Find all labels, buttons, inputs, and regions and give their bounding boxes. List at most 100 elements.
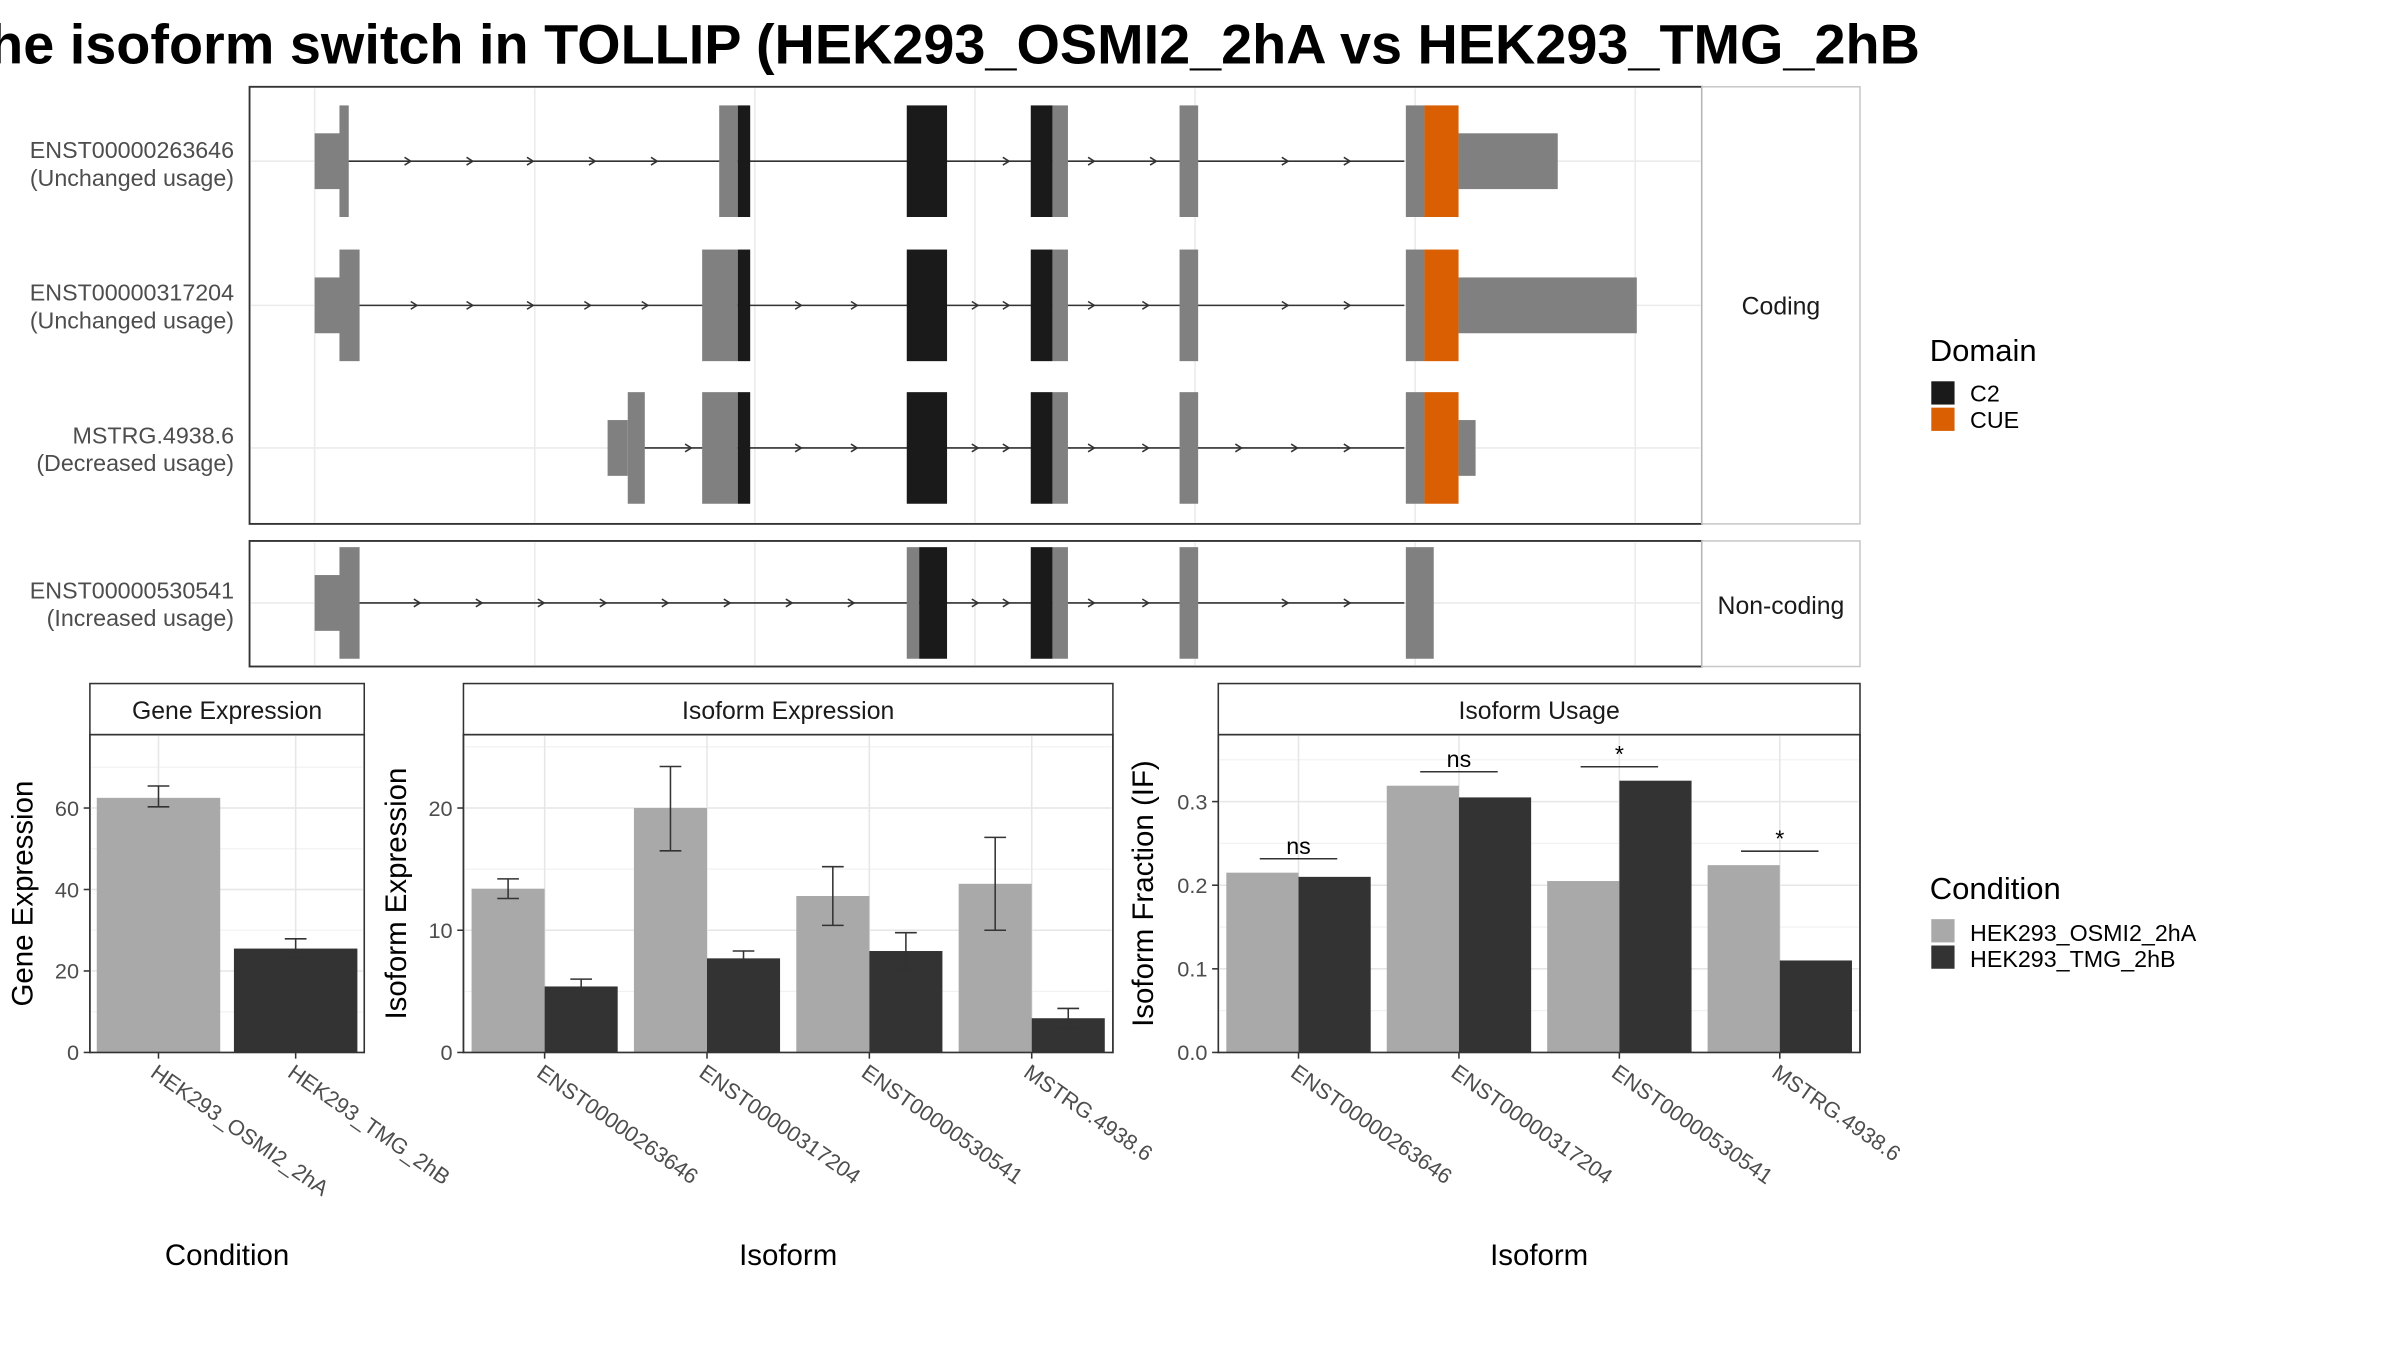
exon — [1179, 249, 1199, 362]
strand-arrow — [1087, 156, 1096, 166]
exon — [607, 420, 628, 476]
strand-arrow — [1141, 443, 1151, 453]
transcript-track — [314, 105, 1558, 217]
y-tick-label: 60 — [55, 796, 79, 821]
strand-arrow — [475, 598, 484, 608]
y-tick-label: 0.1 — [1177, 957, 1207, 982]
bar — [1458, 797, 1532, 1053]
isoform-expression-plot: Isoform Expression Isoform Isoform Expre… — [380, 682, 1158, 1272]
strand-arrow — [1002, 443, 1011, 453]
transcript-usage: (Unchanged usage) — [30, 308, 234, 334]
strand-arrow — [794, 443, 803, 453]
transcript-track — [607, 392, 1476, 504]
strand-arrow — [1343, 443, 1352, 453]
figure-title: he isoform switch in TOLLIP (HEK293_OSMI… — [0, 13, 1920, 76]
strand-arrow — [850, 300, 859, 310]
strand-arrow — [1141, 598, 1151, 608]
strip-coding-box — [1701, 86, 1861, 525]
strand-arrow — [850, 443, 859, 453]
strand-arrow — [684, 443, 693, 453]
strand-arrow — [971, 443, 980, 453]
c2-domain — [737, 392, 751, 504]
panel-title: Gene Expression — [132, 698, 322, 725]
domain-legend-title: Domain — [1930, 333, 2037, 368]
legend-label-c2: C2 — [1970, 380, 2000, 406]
strand-arrow — [1002, 156, 1011, 166]
y-tick-label: 20 — [55, 959, 79, 984]
strip-coding: Coding — [1742, 294, 1821, 321]
c2-domain — [737, 249, 751, 362]
x-tick-label: MSTRG.4938.6 — [1020, 1059, 1158, 1166]
strand-arrow — [641, 300, 650, 310]
c2-domain — [906, 392, 948, 504]
strand-arrow — [1290, 443, 1299, 453]
exon — [1052, 547, 1068, 659]
significance-label: * — [1775, 826, 1784, 852]
bar — [706, 958, 781, 1053]
panel-border — [1217, 733, 1861, 1054]
y-tick-label: 0.0 — [1177, 1040, 1207, 1065]
exon — [1052, 392, 1068, 504]
exon — [627, 392, 645, 504]
exon — [314, 575, 343, 631]
strand-arrow — [1343, 598, 1352, 608]
transcript-id: ENST00000530541 — [30, 577, 234, 603]
exon — [1052, 249, 1068, 362]
significance-label: * — [1615, 741, 1624, 767]
exon — [1405, 547, 1434, 659]
y-tick-label: 0.3 — [1177, 789, 1207, 814]
x-axis-title: Condition — [165, 1239, 289, 1272]
transcript-usage: (Increased usage) — [47, 605, 234, 631]
legend-label-cond-b: HEK293_TMG_2hB — [1970, 946, 2175, 972]
bar — [1779, 960, 1852, 1053]
strip-noncoding-box — [1701, 540, 1861, 668]
gene-structure-plot: Coding Non-coding ENST00000263646 (Uncha… — [30, 85, 1861, 668]
x-axis-title: Isoform — [739, 1239, 837, 1272]
y-tick-label: 0.2 — [1177, 873, 1207, 898]
bar — [233, 948, 358, 1053]
c2-domain — [1030, 105, 1053, 217]
strand-arrow — [1281, 156, 1290, 166]
strand-arrow — [537, 598, 546, 608]
legend-key-cue — [1931, 407, 1955, 431]
x-axis-title: Isoform — [1490, 1239, 1588, 1272]
panel-title: Isoform Expression — [682, 698, 894, 725]
legend-key-cond-a — [1931, 919, 1955, 943]
strand-arrow — [466, 300, 475, 310]
legend-label-cue: CUE — [1970, 407, 2019, 433]
y-tick-label: 20 — [428, 796, 452, 821]
y-axis-title: Isoform Expression — [380, 768, 413, 1020]
strand-arrow — [661, 598, 670, 608]
strand-arrow — [526, 156, 535, 166]
transcript-track — [314, 249, 1637, 362]
y-axis-title: Isoform Fraction (IF) — [1127, 760, 1160, 1027]
significance-label: ns — [1286, 833, 1311, 859]
exon — [1458, 277, 1637, 334]
panel-title: Isoform Usage — [1459, 698, 1620, 725]
transcript-id: ENST00000263646 — [30, 137, 234, 163]
y-axis-title: Gene Expression — [7, 781, 40, 1007]
bar — [1226, 872, 1299, 1053]
strand-arrow — [526, 300, 535, 310]
strand-arrow — [1002, 300, 1011, 310]
cue-domain — [1424, 249, 1459, 362]
domain-legend: Domain C2 CUE — [1930, 333, 2037, 433]
exon — [702, 249, 738, 362]
x-tick-label: ENST00000530541 — [857, 1059, 1027, 1189]
strand-arrow — [1281, 598, 1290, 608]
strand-arrow — [1141, 300, 1151, 310]
y-tick-label: 0 — [441, 1040, 453, 1065]
bar — [471, 888, 545, 1053]
strand-arrow — [599, 598, 608, 608]
panel-border — [462, 733, 1114, 1054]
exon — [1179, 547, 1199, 659]
y-tick-label: 0 — [67, 1040, 79, 1065]
strand-arrow — [723, 598, 732, 608]
bar — [1298, 876, 1371, 1053]
c2-domain — [906, 249, 948, 362]
strip-noncoding: Non-coding — [1718, 593, 1845, 620]
strand-arrow — [1281, 300, 1290, 310]
bar — [1619, 780, 1692, 1053]
strand-arrow — [971, 300, 980, 310]
strand-arrow — [1149, 156, 1158, 166]
